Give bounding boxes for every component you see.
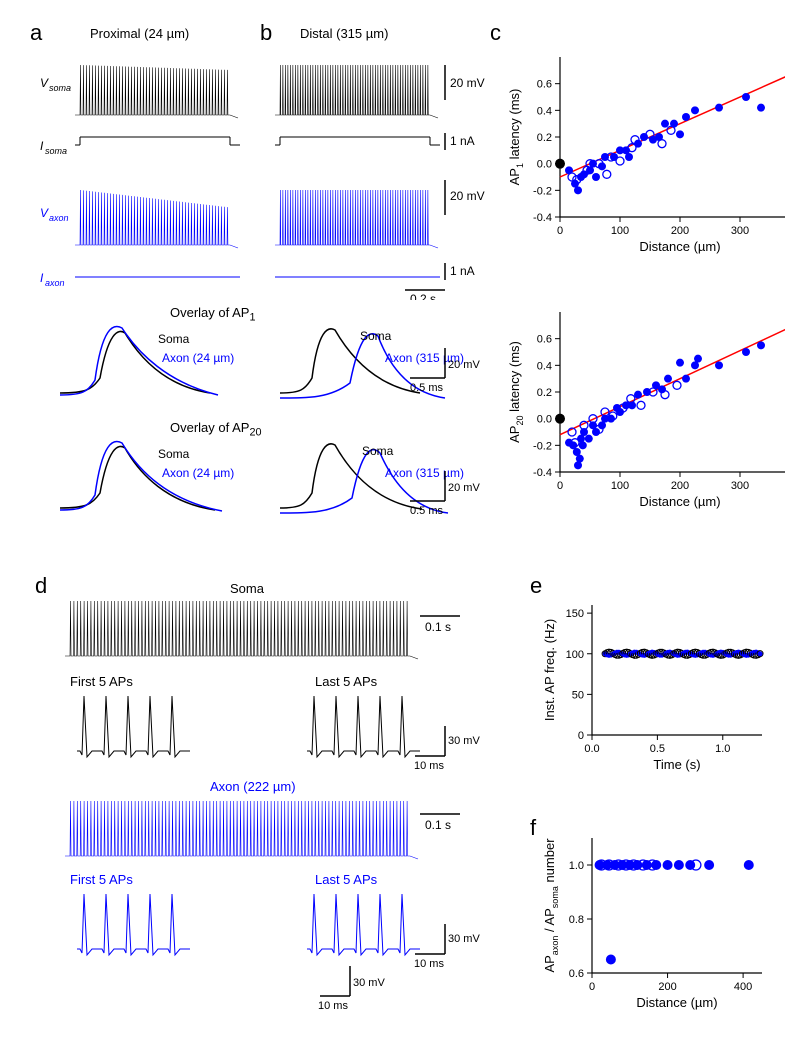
svg-text:Axon (315 µm): Axon (315 µm) [385,466,464,480]
svg-text:Axon (222 µm): Axon (222 µm) [210,779,296,794]
svg-text:0.2: 0.2 [537,387,552,399]
svg-text:0.0: 0.0 [584,743,599,755]
svg-text:Soma: Soma [360,329,392,343]
svg-text:20 mV: 20 mV [450,189,485,203]
panel-d-label: d [35,573,47,599]
svg-text:Last 5 APs: Last 5 APs [315,674,378,689]
panel-c-bottom: 0100200300400-0.4-0.20.00.20.40.6Distanc… [505,300,785,525]
panel-d-traces: 0.1 s First 5 APs Last 5 APs 30 mV 10 ms… [50,596,510,1026]
panel-c-top: 0100200300400-0.4-0.20.00.20.40.6Distanc… [505,45,785,270]
panel-b-label: b [260,20,272,46]
panel-a-traces: Vsoma Isoma Vaxon Iaxon [40,45,250,300]
scale-20mv-label: 20 mV [450,76,485,90]
svg-text:20 mV: 20 mV [448,482,480,494]
svg-text:APaxon / APsoma number: APaxon / APsoma number [542,838,560,973]
svg-text:0.2: 0.2 [537,132,552,144]
svg-text:100: 100 [566,649,584,661]
svg-text:0.1 s: 0.1 s [425,620,451,634]
svg-text:First 5 APs: First 5 APs [70,872,133,887]
svg-text:Soma: Soma [158,447,190,461]
svg-text:0: 0 [589,981,595,993]
figure-root: a b c d e f Proximal (24 µm) Distal (315… [0,0,794,1049]
svg-text:Last 5 APs: Last 5 APs [315,872,378,887]
svg-text:Inst. AP freq. (Hz): Inst. AP freq. (Hz) [542,619,557,721]
svg-text:AP1 latency (ms): AP1 latency (ms) [507,89,525,186]
svg-text:soma: soma [45,146,67,156]
svg-text:Time (s): Time (s) [653,757,700,772]
svg-text:1.0: 1.0 [715,743,730,755]
svg-text:200: 200 [671,225,689,237]
svg-text:I: I [40,271,44,285]
svg-text:400: 400 [734,981,752,993]
panel-f-label: f [530,815,536,841]
svg-text:150: 150 [566,608,584,620]
svg-text:-0.2: -0.2 [533,185,552,197]
svg-text:0.0: 0.0 [537,159,552,171]
panel-b-traces: 20 mV 1 nA 20 mV 1 nA 0.2 s [265,45,485,300]
svg-text:0.6: 0.6 [537,334,552,346]
svg-text:10 ms: 10 ms [318,1000,348,1012]
svg-text:200: 200 [671,480,689,492]
svg-text:Distance (µm): Distance (µm) [639,494,720,509]
svg-text:0.4: 0.4 [537,360,552,372]
svg-text:300: 300 [731,225,749,237]
panel-e-plot: 0.0 0.5 1.0 0 50 100 150 Time (s) Inst. AP freq.… [540,595,785,785]
svg-text:Soma: Soma [362,444,394,458]
svg-text:1 nA: 1 nA [450,264,475,278]
svg-text:Axon (24 µm): Axon (24 µm) [162,351,234,365]
svg-text:300: 300 [731,480,749,492]
svg-text:50: 50 [572,689,584,701]
svg-text:0.4: 0.4 [537,105,552,117]
svg-text:0: 0 [578,730,584,742]
svg-text:Soma: Soma [158,332,190,346]
svg-text:30 mV: 30 mV [448,735,480,747]
panel-f-plot: 0 200 400 0.6 0.8 1.0 Distance (µm) APaxon / AP… [540,830,785,1025]
panel-a-label: a [30,20,42,46]
svg-text:1.0: 1.0 [569,860,584,872]
svg-text:0: 0 [557,225,563,237]
svg-text:AP20 latency (ms): AP20 latency (ms) [507,341,525,443]
svg-text:0.2 s: 0.2 s [410,292,436,300]
svg-text:30 mV: 30 mV [353,977,385,989]
overlay-ap1: Soma Axon (24 µm) Soma Axon (315 µm) 20 … [50,318,480,423]
svg-text:100: 100 [611,225,629,237]
svg-text:0.8: 0.8 [569,914,584,926]
svg-text:10 ms: 10 ms [414,760,444,772]
panel-a-title: Proximal (24 µm) [90,26,189,41]
svg-text:20 mV: 20 mV [448,359,480,371]
svg-text:0.1 s: 0.1 s [425,818,451,832]
svg-text:First 5 APs: First 5 APs [70,674,133,689]
svg-text:axon: axon [49,213,69,223]
svg-text:soma: soma [49,83,71,93]
svg-text:-0.2: -0.2 [533,440,552,452]
svg-text:200: 200 [658,981,676,993]
svg-text:0.6: 0.6 [537,79,552,91]
svg-text:Axon (24 µm): Axon (24 µm) [162,466,234,480]
scale-1na-label: 1 nA [450,134,475,148]
svg-text:0: 0 [557,480,563,492]
svg-text:0.6: 0.6 [569,968,584,980]
svg-text:0.5 ms: 0.5 ms [410,505,444,517]
svg-text:V: V [40,206,49,220]
panel-d-soma-title: Soma [230,581,264,596]
panel-b-title: Distal (315 µm) [300,26,388,41]
svg-text:100: 100 [611,480,629,492]
svg-text:10 ms: 10 ms [414,958,444,970]
panel-c-label: c [490,20,501,46]
svg-text:0.0: 0.0 [537,414,552,426]
overlay-ap20: Soma Axon (24 µm) Soma Axon (315 µm) 20 … [50,433,480,543]
svg-text:30 mV: 30 mV [448,933,480,945]
svg-text:axon: axon [45,278,65,288]
svg-text:I: I [40,139,44,153]
svg-text:Distance (µm): Distance (µm) [636,995,717,1010]
svg-text:-0.4: -0.4 [533,212,552,224]
svg-text:Distance (µm): Distance (µm) [639,239,720,254]
svg-text:0.5: 0.5 [650,743,665,755]
svg-text:V: V [40,76,49,90]
svg-text:-0.4: -0.4 [533,467,552,479]
svg-text:0.5 ms: 0.5 ms [410,382,444,394]
